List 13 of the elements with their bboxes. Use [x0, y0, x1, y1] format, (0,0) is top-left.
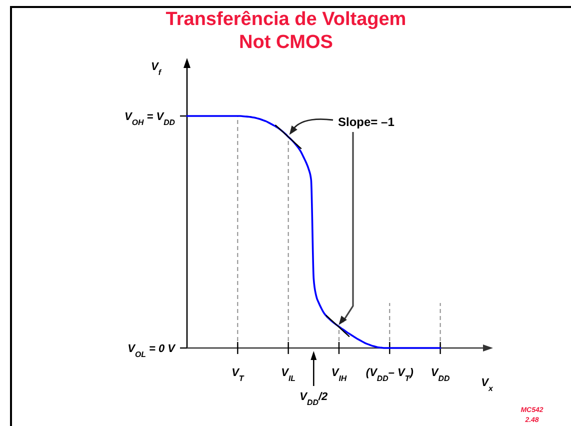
x-tick-label: V$_{DD}$	[430, 367, 450, 382]
x-tick-label: V$_{IL}$	[281, 367, 296, 382]
chart-subtitle: Not CMOS	[239, 32, 333, 53]
x-tick-label: (V$_{DD}$– V$_{T}$)	[366, 367, 414, 382]
annotation: Slope= –1	[338, 115, 395, 129]
text: V$_{OL}$ = 0 V	[128, 343, 177, 358]
x-tick-label: V$_{IH}$	[331, 367, 347, 382]
x-tick-label: V$_{T}$	[232, 367, 245, 382]
y-axis-title: V$_{f}$	[151, 61, 162, 76]
x-axis-title: V$_{x}$	[481, 377, 494, 392]
text: V$_{OH}$ = V$_{DD}$	[124, 111, 176, 126]
chart-title: Transferência de Voltagem	[166, 9, 406, 30]
text: V$_{DD}$/2	[300, 391, 328, 406]
